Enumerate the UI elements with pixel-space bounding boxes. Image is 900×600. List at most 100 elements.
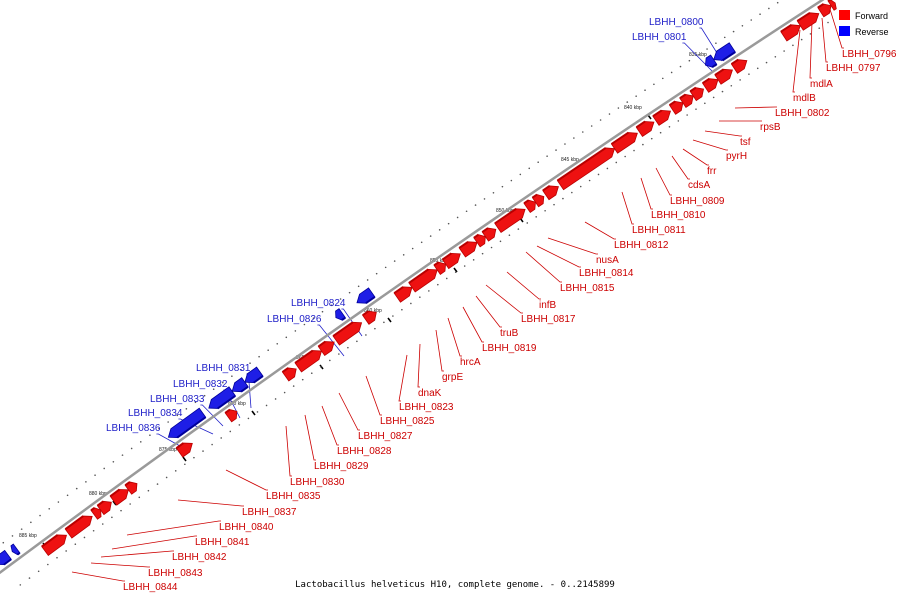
gene-lbhh-0824[interactable] <box>356 287 376 305</box>
gene-label-lbhh-0824[interactable]: LBHH_0824 <box>291 298 346 309</box>
gene-lbhh-0825[interactable] <box>362 310 377 325</box>
gene-mdla[interactable] <box>796 11 820 31</box>
gene-label-lbhh-0843[interactable]: LBHH_0843 <box>148 568 203 579</box>
gene-label-cdsa[interactable]: cdsA <box>688 180 711 191</box>
gene-lbhh-0812[interactable] <box>556 147 616 191</box>
gene-lbhh-0800[interactable] <box>713 42 736 62</box>
gene-lbhh-0802[interactable] <box>730 58 748 74</box>
gene-frr[interactable] <box>679 93 694 108</box>
gene-label-lbhh-0797[interactable]: LBHH_0797 <box>826 63 881 74</box>
gene-label-lbhh-0809[interactable]: LBHH_0809 <box>670 196 725 207</box>
gene-lbhh-0833[interactable] <box>208 386 236 410</box>
gene-hrca[interactable] <box>441 252 461 270</box>
gene-label-rpsb[interactable]: rpsB <box>760 122 781 133</box>
gene-label-lbhh-0823[interactable]: LBHH_0823 <box>399 402 454 413</box>
gene-trub[interactable] <box>473 233 486 248</box>
gene-label-lbhh-0817[interactable]: LBHH_0817 <box>521 314 576 325</box>
gene-lbhh-0809[interactable] <box>652 109 672 126</box>
gene-label-lbhh-0826[interactable]: LBHH_0826 <box>267 314 322 325</box>
gene-lbhh-0831[interactable] <box>244 366 264 384</box>
gene-label-lbhh-0830[interactable]: LBHH_0830 <box>290 477 345 488</box>
gene-lbhh-0835[interactable] <box>224 408 238 423</box>
gene-lbhh-0823[interactable] <box>393 286 413 303</box>
gene-label-lbhh-0814[interactable]: LBHH_0814 <box>579 268 634 279</box>
gene-label-lbhh-0828[interactable]: LBHH_0828 <box>337 446 392 457</box>
ruler-dot <box>739 79 741 81</box>
gene-lbhh-0844b[interactable] <box>41 534 67 557</box>
gene-label-lbhh-0812[interactable]: LBHH_0812 <box>614 240 669 251</box>
gene-lbhh-0810[interactable] <box>635 120 655 137</box>
gene-label-lbhh-0835[interactable]: LBHH_0835 <box>266 491 321 502</box>
gene-lbhh-0796[interactable] <box>827 0 837 11</box>
gene-lbhh-0827[interactable] <box>332 321 363 346</box>
gene-lbhh-0842[interactable] <box>96 500 112 516</box>
gene-label-lbhh-0833[interactable]: LBHH_0833 <box>150 394 205 405</box>
gene-lbhh-0830[interactable] <box>281 367 297 382</box>
gene-label-lbhh-0844[interactable]: LBHH_0844 <box>123 582 178 593</box>
gene-dnak[interactable] <box>408 268 438 293</box>
gene-label-lbhh-0840[interactable]: LBHH_0840 <box>219 522 274 533</box>
gene-label-pyrh[interactable]: pyrH <box>726 151 747 162</box>
gene-label-lbhh-0810[interactable]: LBHH_0810 <box>651 210 706 221</box>
gene-lbhh-0797[interactable] <box>817 3 832 18</box>
gene-label-lbhh-0800[interactable]: LBHH_0800 <box>649 17 704 28</box>
gene-label-mdlb[interactable]: mdlB <box>793 93 816 104</box>
gene-label-lbhh-0831[interactable]: LBHH_0831 <box>196 363 251 374</box>
ruler-dot <box>202 450 204 452</box>
gene-label-lbhh-0796[interactable]: LBHH_0796 <box>842 49 897 60</box>
gene-label-lbhh-0825[interactable]: LBHH_0825 <box>380 416 435 427</box>
gene-rpsb[interactable] <box>714 68 733 85</box>
gene-label-hrca[interactable]: hrcA <box>460 357 481 368</box>
gene-label-lbhh-0837[interactable]: LBHH_0837 <box>242 507 297 518</box>
gene-lbhh-0845[interactable] <box>10 543 21 556</box>
gene-label-dnak[interactable]: dnaK <box>418 388 442 399</box>
gene-lbhh-0826[interactable] <box>335 308 346 321</box>
gene-lbhh-0832[interactable] <box>231 377 249 393</box>
gene-label-lbhh-0834[interactable]: LBHH_0834 <box>128 408 183 419</box>
gene-label-lbhh-0801[interactable]: LBHH_0801 <box>632 32 687 43</box>
gene-lbhh-0815[interactable] <box>523 199 536 213</box>
gene-lbhh-0829[interactable] <box>294 349 323 373</box>
gene-label-lbhh-0827[interactable]: LBHH_0827 <box>358 431 413 442</box>
gene-infb[interactable] <box>494 207 526 234</box>
gene-label-infb[interactable]: infB <box>539 300 557 311</box>
gene-lbhh-0811[interactable] <box>610 131 638 154</box>
gene-label-lbhh-0815[interactable]: LBHH_0815 <box>560 283 615 294</box>
gene-label-frr[interactable]: frr <box>707 166 717 177</box>
gene-label-lbhh-0836[interactable]: LBHH_0836 <box>106 423 161 434</box>
gene-label-lbhh-0819[interactable]: LBHH_0819 <box>482 343 537 354</box>
gene-label-lbhh-0841[interactable]: LBHH_0841 <box>195 537 250 548</box>
gene-lbhh-0819[interactable] <box>458 240 478 258</box>
gene-labels[interactable]: LBHH_0796 LBHH_0797 mdlA mdlB LBHH_0802 rpsB t… <box>106 17 897 593</box>
gene-mdlb[interactable] <box>780 23 801 42</box>
gene-lbhh-0814[interactable] <box>531 193 545 208</box>
gene-label-lbhh-0842[interactable]: LBHH_0842 <box>172 552 227 563</box>
gene-lbhh-0841[interactable] <box>109 488 129 506</box>
gene-label-lbhh-0829[interactable]: LBHH_0829 <box>314 461 369 472</box>
gene-grpe[interactable] <box>433 261 447 275</box>
gene-lbhh-0843[interactable] <box>90 506 102 520</box>
gene-lbhh-0801[interactable] <box>705 54 718 69</box>
gene-label-trub[interactable]: truB <box>500 328 519 339</box>
gene-label-lbhh-0811[interactable]: LBHH_0811 <box>632 225 686 236</box>
gene-cdsa[interactable] <box>668 100 684 115</box>
gene-label-tsf[interactable]: tsf <box>740 137 751 148</box>
gene-nusa[interactable] <box>542 185 559 201</box>
gene-label-mdla[interactable]: mdlA <box>810 79 833 90</box>
gene-lbhh-0828[interactable] <box>317 340 335 357</box>
ruler-dot <box>203 394 206 397</box>
ruler-dot <box>221 381 224 384</box>
gene-lbhh-0840[interactable] <box>124 481 138 495</box>
gene-label-lbhh-0832[interactable]: LBHH_0832 <box>173 379 228 390</box>
gene-label-nusa[interactable]: nusA <box>596 255 619 266</box>
gene-tsf[interactable] <box>702 77 719 93</box>
gene-label-grpe[interactable]: grpE <box>442 372 463 383</box>
gene-lbhh-0844[interactable] <box>64 515 93 539</box>
gene-lbhh-0817[interactable] <box>481 227 497 242</box>
gene-label-lbhh-0802[interactable]: LBHH_0802 <box>775 108 830 119</box>
gene-arrows[interactable] <box>0 0 837 566</box>
gene-pyrh[interactable] <box>689 86 705 102</box>
gene-lbhh-0836[interactable] <box>167 407 207 439</box>
gene-lbhh-0837[interactable] <box>175 442 193 458</box>
gene-lbhh-0846[interactable] <box>0 549 12 566</box>
